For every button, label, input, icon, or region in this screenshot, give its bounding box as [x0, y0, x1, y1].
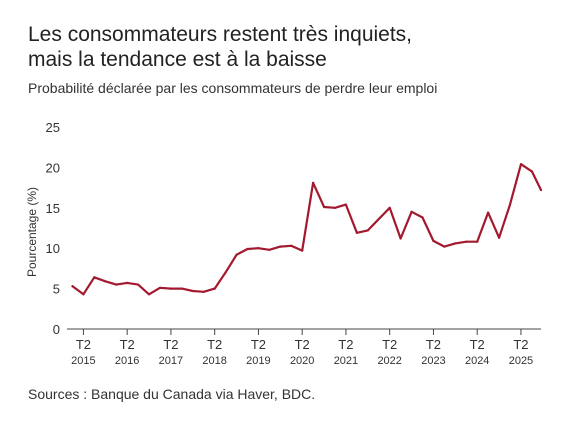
x-tick-year-label: 2019 — [246, 355, 270, 367]
data-point — [93, 276, 96, 279]
x-tick-quarter-label: T2 — [338, 337, 353, 352]
x-tick-year-label: 2016 — [115, 355, 139, 367]
x-tick-quarter-label: T2 — [513, 337, 528, 352]
x-tick-year-label: 2021 — [334, 355, 358, 367]
data-point — [180, 287, 183, 290]
data-point — [279, 245, 282, 248]
x-tick-year-label: 2018 — [202, 355, 226, 367]
data-point — [355, 231, 358, 234]
y-tick-label: 10 — [46, 241, 60, 256]
data-point — [498, 236, 501, 239]
data-point — [147, 293, 151, 296]
data-point — [82, 293, 85, 296]
x-tick-quarter-label: T2 — [470, 337, 485, 352]
data-point — [399, 237, 402, 240]
data-point — [268, 248, 271, 251]
data-point — [257, 247, 260, 250]
y-tick-label: 15 — [46, 201, 60, 216]
data-point — [290, 244, 293, 247]
x-tick-year-label: 2022 — [377, 355, 401, 367]
x-tick-quarter-label: T2 — [295, 337, 310, 352]
data-point — [530, 170, 534, 173]
data-point — [508, 203, 512, 206]
data-point — [432, 239, 435, 242]
data-point — [71, 285, 74, 288]
x-tick-quarter-label: T2 — [426, 337, 441, 352]
data-point — [323, 205, 326, 209]
x-tick-quarter-label: T2 — [76, 337, 91, 352]
y-axis-label: Pourcentage (%) — [25, 187, 39, 277]
x-tick-quarter-label: T2 — [207, 337, 222, 352]
x-tick-year-label: 2024 — [465, 355, 489, 367]
data-point — [344, 203, 347, 206]
data-point — [115, 283, 118, 286]
x-tick-quarter-label: T2 — [163, 337, 178, 352]
data-point — [454, 242, 457, 245]
data-point — [539, 188, 543, 192]
data-point — [202, 290, 205, 293]
x-tick-quarter-label: T2 — [120, 337, 135, 352]
data-point — [158, 286, 162, 289]
data-point — [235, 253, 238, 256]
data-point — [366, 229, 369, 232]
y-tick-label: 20 — [46, 160, 60, 175]
chart-title-line1: Les consommateurs restent très inquiets, — [28, 23, 413, 46]
chart-title-line2: mais la tendance est à la baisse — [28, 48, 327, 71]
data-point — [246, 247, 249, 251]
data-point — [104, 280, 107, 283]
data-point — [137, 283, 140, 286]
data-point — [421, 216, 424, 219]
y-tick-label: 5 — [53, 282, 60, 297]
data-point — [213, 287, 216, 290]
x-tick-quarter-label: T2 — [251, 337, 266, 352]
chart-subtitle: Probabilité déclarée par les consommateu… — [28, 80, 438, 96]
data-point — [487, 211, 490, 214]
data-point — [301, 249, 304, 252]
data-point — [224, 271, 227, 274]
x-tick-year-label: 2015 — [71, 355, 95, 367]
data-point — [312, 181, 315, 184]
series-line — [71, 163, 543, 296]
x-tick-year-label: 2025 — [509, 355, 533, 367]
data-point — [476, 240, 479, 243]
x-tick-year-label: 2017 — [159, 355, 183, 367]
data-point — [443, 245, 446, 248]
y-tick-label: 0 — [53, 322, 60, 337]
y-tick-label: 25 — [46, 120, 60, 135]
y-axis-ticks: 0 5 10 15 20 25 — [46, 120, 60, 337]
source-note: Sources : Banque du Canada via Haver, BD… — [28, 386, 316, 402]
x-tick-quarter-label: T2 — [382, 337, 397, 352]
data-point — [169, 287, 172, 290]
data-point — [191, 289, 194, 293]
data-point — [465, 240, 468, 243]
data-point — [410, 210, 413, 213]
chart-title: Les consommateurs restent très inquiets,… — [28, 22, 412, 72]
x-axis: T2 2015 T2 2016 T2 2017 T2 2018 T2 2019 T2 2020 T2 20… — [67, 328, 541, 367]
data-point — [333, 206, 337, 209]
data-point — [519, 163, 523, 166]
series-group — [71, 163, 543, 296]
data-point — [126, 281, 129, 284]
x-tick-year-label: 2023 — [421, 355, 445, 367]
x-tick-year-label: 2020 — [290, 355, 314, 367]
data-point — [388, 206, 391, 209]
